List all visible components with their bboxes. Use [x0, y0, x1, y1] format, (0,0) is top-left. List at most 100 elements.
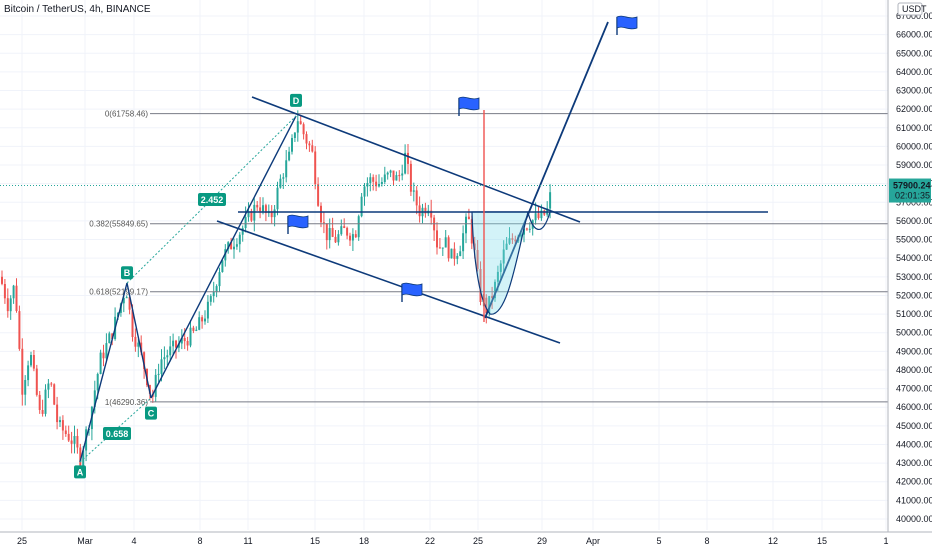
candle-body — [183, 338, 186, 342]
candle-body — [38, 394, 41, 410]
candle-body — [44, 389, 47, 414]
currency-badge — [897, 2, 923, 16]
candle-body — [192, 327, 195, 331]
candle-body — [525, 228, 528, 230]
candle-body — [398, 175, 401, 177]
candle-body — [465, 216, 467, 234]
candle-body — [438, 247, 441, 249]
candle-body — [21, 348, 24, 395]
price-tick-label: 65000.00 — [896, 48, 932, 58]
flag-target — [616, 15, 638, 35]
candle-body — [131, 309, 134, 337]
candle-body — [285, 160, 288, 178]
impulse-line-cd — [150, 115, 297, 399]
price-tick-label: 64000.00 — [896, 67, 932, 77]
symbol-title: Bitcoin / TetherUS, 4h, BINANCE — [4, 4, 151, 15]
candle-body — [508, 238, 511, 244]
candle-body — [122, 298, 125, 304]
candle-body — [540, 210, 543, 219]
candle-body — [163, 357, 166, 360]
candle-body — [273, 209, 276, 218]
candle-body — [177, 343, 180, 348]
candle-body — [296, 121, 299, 133]
candle-body — [351, 234, 354, 241]
time-axis[interactable]: 25 Mar 4 8 11 15 18 22 25 29 Apr 5 8 12 15 1 — [0, 531, 932, 546]
candle-body — [218, 272, 221, 287]
candle-body — [299, 121, 302, 125]
candle-body — [82, 450, 85, 466]
candle-body — [389, 170, 392, 173]
candle-body — [488, 296, 491, 313]
candle-body — [302, 124, 305, 135]
candle-body — [354, 234, 357, 238]
price-tick-label: 62000.00 — [896, 104, 932, 114]
candle-body — [99, 352, 102, 374]
candle-body — [27, 365, 30, 381]
candle-body — [337, 234, 340, 243]
candle-body — [409, 163, 412, 192]
time-tick-label: 8 — [197, 536, 202, 546]
candle-body — [6, 298, 9, 312]
candle-body — [143, 352, 146, 369]
time-tick-label: 4 — [131, 536, 136, 546]
candle-body — [56, 404, 59, 423]
candle-body — [320, 205, 322, 223]
candle-body — [514, 239, 517, 242]
candle-body — [401, 173, 404, 176]
impulse-line-bc — [126, 282, 152, 399]
candle-body — [270, 211, 273, 218]
candle-body — [491, 296, 494, 298]
last-price-value: 57900.24 — [893, 181, 931, 191]
candle-body — [291, 138, 293, 152]
candle-body — [485, 297, 488, 314]
candle-body — [496, 271, 499, 282]
price-tick-label: 66000.00 — [896, 30, 932, 40]
candle-body — [172, 340, 175, 347]
candle-body — [317, 184, 320, 206]
ratio-guide-bd — [126, 115, 297, 284]
candle-body — [349, 235, 351, 241]
candle-body — [201, 317, 204, 322]
candle-body — [41, 410, 44, 414]
candle-body — [549, 192, 552, 209]
candle-body — [259, 207, 262, 212]
candle-body — [137, 342, 140, 347]
wave-point-badge — [121, 266, 133, 280]
time-tick-label: 12 — [768, 536, 778, 546]
candle-body — [436, 230, 438, 248]
candle-body — [511, 238, 514, 240]
candle-body — [180, 338, 183, 344]
flag-mid — [287, 214, 309, 234]
candle-body — [470, 219, 473, 244]
candle-body — [9, 298, 12, 312]
candle-body — [383, 174, 386, 182]
wave-point-badge — [290, 93, 302, 107]
time-tick-label: 8 — [704, 536, 709, 546]
candle-body — [357, 216, 360, 238]
candle-body — [32, 355, 35, 369]
candle-body — [18, 311, 21, 349]
price-tick-label: 46000.00 — [896, 402, 932, 412]
price-tick-label: 55000.00 — [896, 235, 932, 245]
candle-body — [53, 384, 56, 405]
fib-level-label: 0(61758.46) — [105, 110, 148, 119]
time-tick-label: Apr — [586, 536, 600, 546]
candle-body — [293, 132, 296, 138]
candle-body — [59, 420, 61, 423]
flag-icon — [401, 282, 423, 297]
fib-level-label: 0.618(52199.17) — [89, 288, 148, 297]
candle-body — [467, 216, 470, 220]
price-tick-label: 41000.00 — [896, 495, 932, 505]
candle-body — [15, 285, 18, 311]
candle-body — [395, 175, 398, 181]
price-tick-label: 60000.00 — [896, 141, 932, 151]
candle-body — [369, 177, 372, 184]
candle-body — [206, 301, 209, 319]
flag-top — [458, 96, 480, 116]
time-tick-label: 18 — [359, 536, 369, 546]
candle-body — [462, 233, 465, 252]
candle-body — [198, 317, 201, 330]
price-axis[interactable]: 67000.00 66000.00 65000.00 64000.00 63000.00… — [887, 0, 932, 532]
wave-point-label: B — [124, 268, 131, 278]
